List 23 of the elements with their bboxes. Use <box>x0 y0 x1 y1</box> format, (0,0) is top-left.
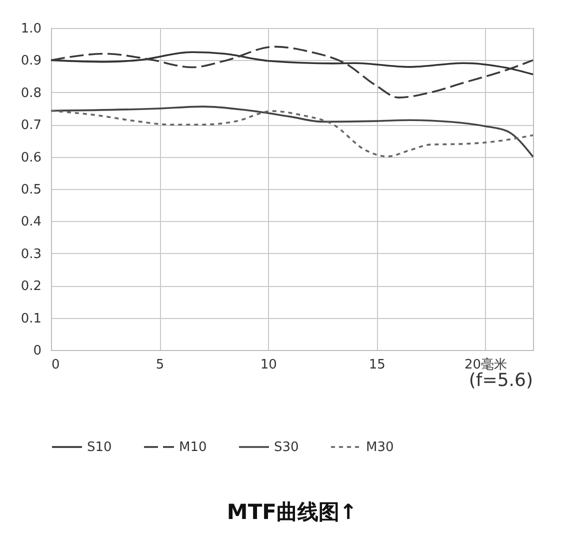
y-tick-label: 0.6 <box>20 150 42 166</box>
x-tick-label: 0 <box>52 358 60 372</box>
x-tick-label: 20毫米 <box>464 356 508 372</box>
y-tick-label: 0.2 <box>20 279 42 294</box>
x-tick-label: 5 <box>156 358 164 372</box>
text: (f=5.6) <box>468 370 533 391</box>
x-tick-label: 15 <box>368 358 386 372</box>
y-tick-label: 0.9 <box>20 54 42 69</box>
x-tick-label: 10 <box>260 358 277 372</box>
y-tick-label: 0.7 <box>20 118 42 134</box>
text: MTF曲线图↑ <box>226 500 358 524</box>
y-tick-label: 0.4 <box>20 214 42 230</box>
y-tick-label: 0.1 <box>20 311 42 326</box>
legend-label: S30 <box>274 440 299 455</box>
y-tick-label: 0.8 <box>20 86 42 101</box>
legend-label: M30 <box>366 440 394 455</box>
legend-label: S10 <box>87 440 112 455</box>
y-tick-label: 1.0 <box>20 22 42 36</box>
y-tick-label: 0.3 <box>20 246 42 262</box>
line-series <box>50 46 534 98</box>
y-tick-label: 0.5 <box>20 182 42 198</box>
y-tick-label: 0 <box>33 344 42 358</box>
legend-label: M10 <box>179 440 207 455</box>
